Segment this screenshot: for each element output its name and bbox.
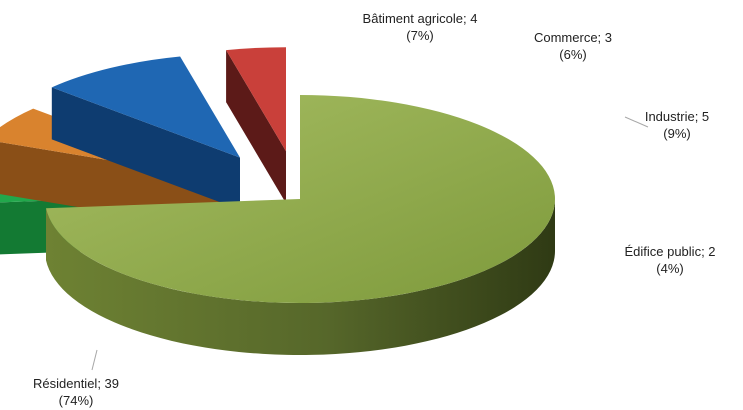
data-label-percent-residentiel: (74%): [59, 393, 94, 408]
slice-residentiel: [46, 95, 556, 355]
slice-top-residentiel: [46, 95, 556, 303]
data-label-edifice-public: Édifice public; 2 (4%): [624, 244, 715, 276]
data-label-text-residentiel: Résidentiel; 39: [33, 376, 119, 391]
data-label-percent-batiment-agricole: (7%): [406, 28, 433, 43]
slice-side-residentiel: [46, 199, 555, 355]
slice-top-edifice-public: [226, 47, 286, 152]
data-label-percent-commerce: (6%): [559, 47, 586, 62]
data-label-text-batiment-agricole: Bâtiment agricole; 4: [363, 11, 478, 26]
slice-wall-industrie: [51, 87, 240, 210]
data-label-commerce: Commerce; 3 (6%): [534, 30, 612, 62]
data-label-text-edifice-public: Édifice public; 2: [624, 244, 715, 259]
slice-wall-edifice-public: [226, 50, 286, 204]
data-label-percent-edifice-public: (4%): [656, 261, 683, 276]
slice-top-industrie: [51, 56, 240, 158]
data-label-industrie: Industrie; 5 (9%): [645, 109, 709, 141]
data-label-percent-industrie: (9%): [663, 126, 690, 141]
data-label-text-commerce: Commerce; 3: [534, 30, 612, 45]
leader-line-residentiel: [91, 349, 98, 371]
data-label-batiment-agricole: Bâtiment agricole; 4 (7%): [363, 11, 478, 43]
slice-industrie: [51, 56, 240, 210]
data-label-residentiel: Résidentiel; 39 (74%): [33, 376, 119, 408]
leader-line-industrie: [624, 116, 649, 128]
data-label-text-industrie: Industrie; 5: [645, 109, 709, 124]
slice-edifice-public: [226, 47, 286, 204]
